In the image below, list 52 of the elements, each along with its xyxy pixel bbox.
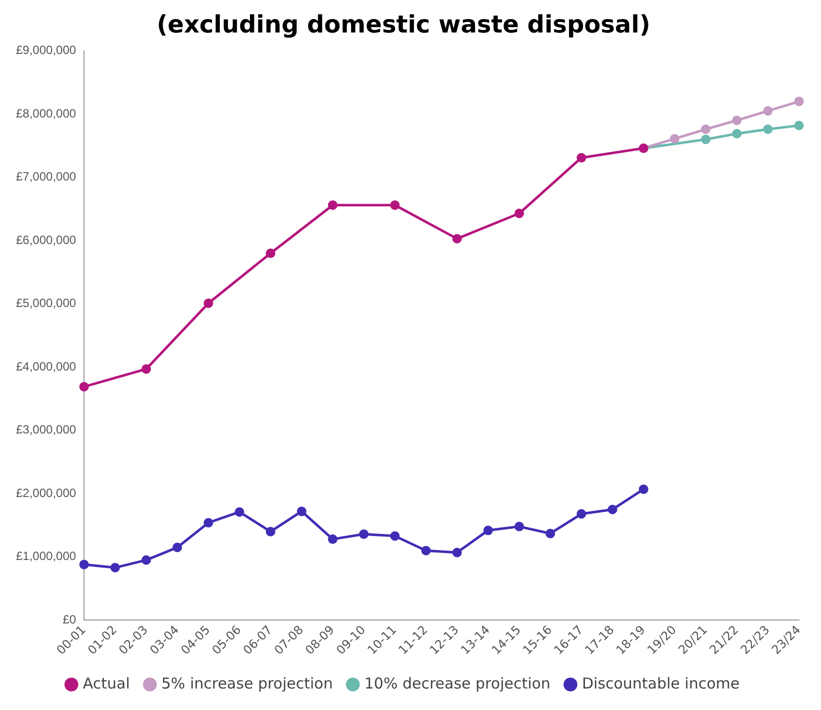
y-tick-label: £0 bbox=[62, 612, 76, 626]
point bbox=[452, 234, 462, 244]
point bbox=[763, 106, 773, 116]
y-tick-label: £7,000,000 bbox=[16, 170, 76, 184]
point bbox=[763, 124, 773, 134]
point bbox=[794, 120, 804, 130]
point bbox=[576, 509, 586, 519]
y-tick-label: £3,000,000 bbox=[16, 422, 76, 437]
point bbox=[421, 546, 431, 556]
y-tick-label: £4,000,000 bbox=[16, 359, 76, 374]
point bbox=[266, 526, 276, 536]
point bbox=[204, 298, 214, 308]
chart-title: (excluding domestic waste disposal) bbox=[156, 10, 650, 39]
legend-label: Discountable income bbox=[582, 674, 740, 692]
y-tick-label: £6,000,000 bbox=[16, 232, 76, 247]
point bbox=[79, 560, 89, 570]
point bbox=[732, 116, 742, 126]
point bbox=[359, 529, 369, 539]
point bbox=[732, 128, 742, 138]
point bbox=[576, 152, 586, 162]
point bbox=[234, 507, 244, 517]
legend-label: Actual bbox=[82, 674, 130, 692]
y-tick-label: £1,000,000 bbox=[16, 549, 76, 564]
point bbox=[514, 208, 524, 218]
y-tick-label: £5,000,000 bbox=[16, 296, 76, 310]
point bbox=[172, 542, 182, 552]
point bbox=[141, 364, 151, 374]
point bbox=[546, 528, 556, 538]
point bbox=[452, 548, 462, 558]
point bbox=[328, 534, 338, 544]
point bbox=[700, 134, 710, 144]
point bbox=[483, 526, 493, 536]
point bbox=[328, 200, 338, 210]
point bbox=[79, 382, 89, 392]
point bbox=[670, 134, 680, 144]
y-tick-label: £9,000,000 bbox=[16, 43, 76, 58]
point bbox=[110, 562, 120, 572]
point bbox=[390, 531, 400, 541]
point bbox=[608, 504, 618, 514]
point bbox=[514, 522, 524, 532]
point bbox=[204, 518, 214, 528]
point bbox=[794, 96, 804, 106]
point bbox=[390, 200, 400, 210]
point bbox=[638, 484, 648, 494]
point bbox=[266, 248, 276, 258]
point bbox=[700, 124, 710, 134]
y-tick-label: £2,000,000 bbox=[16, 486, 76, 500]
legend-label: 5% increase projection bbox=[161, 674, 333, 692]
y-tick-label: £8,000,000 bbox=[16, 106, 76, 120]
point bbox=[141, 555, 151, 565]
legend-label: 10% decrease projection bbox=[364, 674, 550, 692]
point bbox=[296, 506, 306, 516]
